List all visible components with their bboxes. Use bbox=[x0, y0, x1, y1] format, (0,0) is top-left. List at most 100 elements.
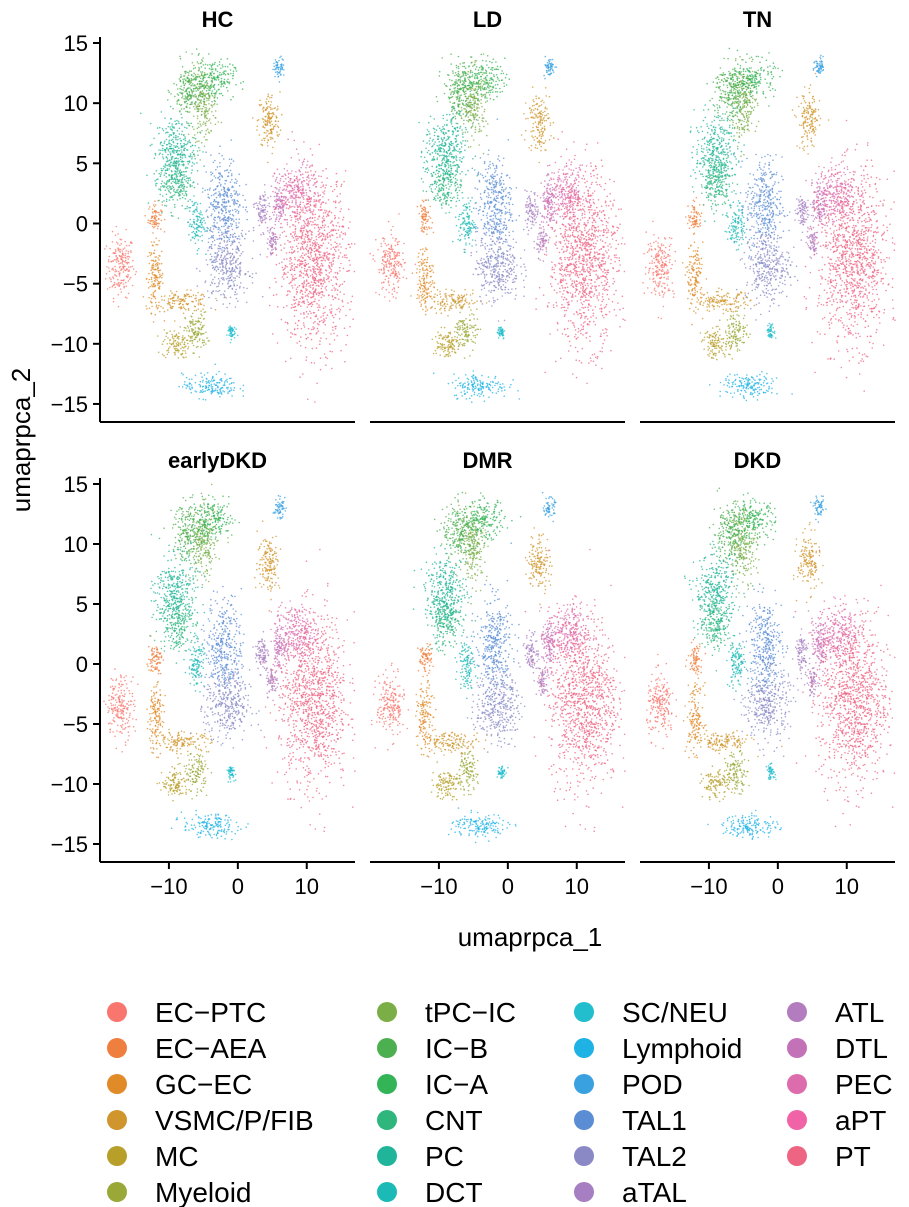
point bbox=[309, 187, 311, 189]
point bbox=[179, 301, 181, 303]
point bbox=[224, 381, 226, 383]
point bbox=[288, 181, 290, 183]
point bbox=[388, 253, 390, 255]
point bbox=[172, 181, 174, 183]
point bbox=[154, 280, 156, 282]
point bbox=[339, 286, 341, 288]
point bbox=[130, 277, 132, 279]
point bbox=[394, 254, 396, 256]
point bbox=[231, 158, 233, 160]
point bbox=[290, 191, 292, 193]
point bbox=[162, 185, 164, 187]
point bbox=[308, 181, 310, 183]
point bbox=[200, 386, 202, 388]
point bbox=[232, 249, 234, 251]
point bbox=[313, 312, 315, 314]
point bbox=[188, 303, 190, 305]
point bbox=[305, 210, 307, 212]
point bbox=[211, 101, 213, 103]
point bbox=[197, 170, 199, 172]
point bbox=[314, 401, 316, 403]
point bbox=[308, 196, 310, 198]
point bbox=[174, 174, 176, 176]
point bbox=[199, 392, 201, 394]
point bbox=[205, 171, 207, 173]
point bbox=[176, 84, 178, 86]
point bbox=[235, 178, 237, 180]
point bbox=[335, 207, 337, 209]
point bbox=[119, 273, 121, 275]
point bbox=[217, 97, 219, 99]
point bbox=[192, 62, 194, 64]
point bbox=[169, 186, 171, 188]
point bbox=[221, 234, 223, 236]
point bbox=[271, 132, 273, 134]
point bbox=[206, 378, 208, 380]
point bbox=[223, 293, 225, 295]
point bbox=[206, 259, 208, 261]
point bbox=[210, 307, 212, 309]
point bbox=[352, 296, 354, 298]
point bbox=[116, 261, 118, 263]
point bbox=[166, 176, 168, 178]
point bbox=[295, 201, 297, 203]
point bbox=[186, 144, 188, 146]
point bbox=[228, 280, 230, 282]
point bbox=[218, 269, 220, 271]
point bbox=[331, 308, 333, 310]
point bbox=[225, 380, 227, 382]
point bbox=[289, 197, 291, 199]
point bbox=[345, 248, 347, 250]
point bbox=[109, 271, 111, 273]
point bbox=[283, 205, 285, 207]
point bbox=[154, 269, 156, 271]
point bbox=[121, 255, 123, 257]
point bbox=[235, 222, 237, 224]
point bbox=[222, 64, 224, 66]
point bbox=[312, 277, 314, 279]
point bbox=[192, 313, 194, 315]
point bbox=[200, 313, 202, 315]
point bbox=[177, 162, 179, 164]
point bbox=[152, 245, 154, 247]
point bbox=[342, 219, 344, 221]
point bbox=[260, 220, 262, 222]
point bbox=[312, 258, 314, 260]
point bbox=[319, 292, 321, 294]
point bbox=[339, 226, 341, 228]
point bbox=[230, 262, 232, 264]
point bbox=[202, 96, 204, 98]
point bbox=[232, 229, 234, 231]
point bbox=[165, 149, 167, 151]
point bbox=[189, 92, 191, 94]
point bbox=[342, 301, 344, 303]
point bbox=[286, 258, 288, 260]
point bbox=[297, 189, 299, 191]
point bbox=[153, 227, 155, 229]
point bbox=[232, 288, 234, 290]
point bbox=[297, 181, 299, 183]
point bbox=[317, 328, 319, 330]
point bbox=[200, 210, 202, 212]
point bbox=[211, 66, 213, 68]
point bbox=[289, 252, 291, 254]
point bbox=[210, 130, 212, 132]
point bbox=[213, 194, 215, 196]
point bbox=[192, 85, 194, 87]
point bbox=[221, 83, 223, 85]
point bbox=[307, 161, 309, 163]
point bbox=[398, 213, 400, 215]
point bbox=[319, 344, 321, 346]
point bbox=[200, 318, 202, 320]
point bbox=[322, 170, 324, 172]
point bbox=[227, 393, 229, 395]
point bbox=[189, 321, 191, 323]
point bbox=[397, 276, 399, 278]
point bbox=[265, 206, 267, 208]
point bbox=[218, 172, 220, 174]
point bbox=[271, 218, 273, 220]
point bbox=[162, 282, 164, 284]
point bbox=[328, 295, 330, 297]
point bbox=[305, 285, 307, 287]
point bbox=[335, 229, 337, 231]
